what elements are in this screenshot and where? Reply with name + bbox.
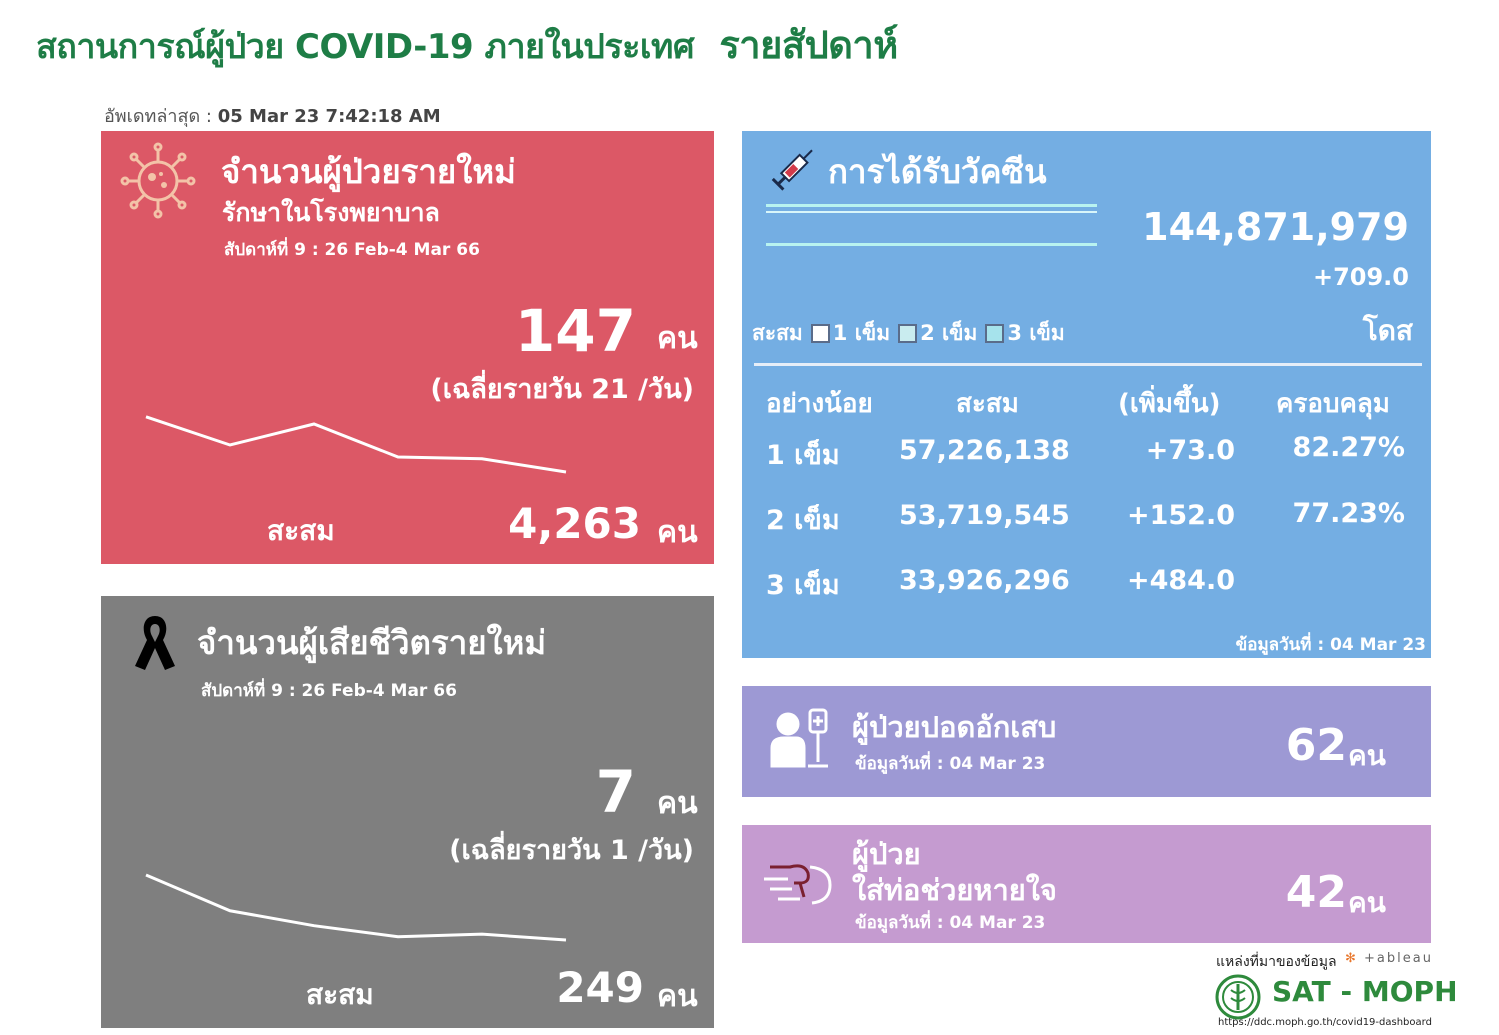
new-cases-cumulative-unit: คน — [657, 515, 698, 550]
legend-label-3-dose: 3 เข็ม — [1007, 321, 1065, 345]
vaccine-divider — [754, 363, 1422, 366]
ventilator-panel[interactable]: ผู้ป่วย ใส่ท่อช่วยหายใจ ข้อมูลวันที่ : 0… — [742, 825, 1431, 943]
patient-iv-icon — [770, 708, 828, 768]
data-source-label: แหล่งที่มาของข้อมูล — [1216, 954, 1337, 970]
vaccine-header-cumulative: สะสม — [956, 389, 1019, 419]
vaccine-row-2-cumulative: 53,719,545 — [899, 500, 1070, 531]
tableau-cross-icon: ✻ — [1345, 951, 1365, 966]
new-deaths-trend-line — [145, 873, 567, 942]
vaccine-row-2-dose: 2 เข็ม — [766, 505, 840, 536]
new-cases-week: สัปดาห์ที่ 9 : 26 Feb-4 Mar 66 — [224, 240, 480, 260]
new-deaths-cumulative-unit: คน — [657, 979, 698, 1014]
pneumonia-title: ผู้ป่วยปอดอักเสบ — [852, 710, 1057, 744]
sat-moph-logo: SAT - MOPH — [1272, 975, 1458, 1008]
tableau-logo: ✻ +ableau — [1345, 951, 1433, 966]
source-url[interactable]: https://ddc.moph.go.th/covid19-dashboard — [1218, 1017, 1432, 1028]
vaccination-panel[interactable]: การได้รับวัคซีน 144,871,979 +709.0 โดส ส… — [742, 131, 1431, 658]
ventilator-value: 42 — [1285, 867, 1347, 918]
vaccine-bar-3-dose — [766, 243, 1097, 246]
new-deaths-trend-polyline — [145, 873, 567, 942]
new-deaths-week: สัปดาห์ที่ 9 : 26 Feb-4 Mar 66 — [201, 681, 457, 701]
new-cases-subtitle: รักษาในโรงพยาบาล — [222, 198, 440, 227]
new-cases-daily-average: (เฉลี่ยรายวัน 21 /วัน) — [430, 374, 694, 405]
vaccine-header-increase: (เพิ่มขึ้น) — [1118, 389, 1221, 419]
page-title: สถานการณ์ผู้ป่วย COVID-19 ภายในประเทศ รา… — [36, 14, 898, 75]
vaccine-bar-2-dose — [766, 211, 1097, 213]
new-deaths-cumulative-label: สะสม — [306, 978, 374, 1011]
legend-swatch-3-dose — [985, 324, 1005, 343]
new-deaths-panel[interactable]: จำนวนผู้เสียชีวิตรายใหม่ สัปดาห์ที่ 9 : … — [101, 596, 714, 1028]
pneumonia-panel[interactable]: ผู้ป่วยปอดอักเสบ ข้อมูลวันที่ : 04 Mar 2… — [742, 686, 1431, 797]
vaccine-row-2-increase: +152.0 — [1126, 500, 1235, 531]
vaccine-row-3-dose: 3 เข็ม — [766, 570, 840, 601]
vaccine-total-value: 144,871,979 — [1142, 205, 1409, 249]
vaccine-header-dose: อย่างน้อย — [766, 389, 873, 419]
vaccine-row-1-cumulative: 57,226,138 — [899, 435, 1070, 466]
legend-label-2-dose: 2 เข็ม — [920, 321, 978, 345]
new-deaths-unit: คน — [657, 786, 698, 821]
vaccine-header-coverage: ครอบคลุม — [1276, 389, 1390, 419]
ventilator-unit: คน — [1348, 886, 1386, 919]
new-cases-value: 147 — [514, 297, 636, 365]
page-title-main: สถานการณ์ผู้ป่วย COVID-19 ภายในประเทศ — [36, 27, 695, 67]
last-updated: อัพเดทล่าสุด : 05 Mar 23 7:42:18 AM — [104, 101, 441, 130]
legend-label-1-dose: 1 เข็ม — [832, 321, 891, 345]
vaccination-title: การได้รับวัคซีน — [828, 152, 1047, 191]
ventilator-icon — [764, 864, 832, 905]
vaccine-row-1-increase: +73.0 — [1145, 435, 1235, 466]
legend-swatch-2-dose — [898, 324, 918, 343]
vaccine-row-1-dose: 1 เข็ม — [766, 440, 840, 471]
vaccine-data-date: ข้อมูลวันที่ : 04 Mar 23 — [1235, 635, 1426, 655]
page-title-highlight: รายสัปดาห์ — [719, 23, 898, 67]
moph-seal-icon — [1215, 974, 1261, 1020]
new-deaths-daily-average: (เฉลี่ยรายวัน 1 /วัน) — [449, 835, 694, 866]
new-cases-unit: คน — [657, 321, 698, 356]
syringe-icon — [771, 149, 813, 191]
vaccine-legend-label: สะสม — [752, 321, 803, 345]
pneumonia-unit: คน — [1348, 739, 1386, 772]
new-cases-panel[interactable]: จำนวนผู้ป่วยรายใหม่ รักษาในโรงพยาบาล สัป… — [101, 131, 714, 564]
black-ribbon-icon — [135, 616, 175, 670]
ventilator-title-line1: ผู้ป่วย — [852, 837, 921, 871]
pneumonia-value: 62 — [1285, 720, 1347, 771]
new-deaths-cumulative-value: 249 — [556, 963, 644, 1012]
last-updated-value: 05 Mar 23 7:42:18 AM — [217, 106, 441, 127]
new-deaths-title: จำนวนผู้เสียชีวิตรายใหม่ — [197, 623, 547, 662]
new-cases-trend-polyline — [145, 415, 567, 474]
vaccine-row-3-increase: +484.0 — [1126, 565, 1235, 596]
vaccine-row-1-coverage: 82.27% — [1292, 432, 1405, 463]
new-cases-cumulative-label: สะสม — [267, 514, 335, 547]
new-cases-cumulative-value: 4,263 — [508, 499, 641, 548]
vaccine-dose-unit: โดส — [1362, 314, 1413, 347]
vaccine-legend: สะสม 1 เข็ม 2 เข็ม 3 เข็ม — [752, 317, 1065, 350]
new-cases-trend-line — [145, 415, 567, 474]
last-updated-label: อัพเดทล่าสุด : — [104, 106, 212, 127]
ventilator-title-line2: ใส่ท่อช่วยหายใจ — [852, 873, 1057, 907]
ventilator-data-date: ข้อมูลวันที่ : 04 Mar 23 — [855, 913, 1046, 933]
vaccine-bar-1-dose — [766, 204, 1097, 207]
new-cases-title: จำนวนผู้ป่วยรายใหม่ — [221, 152, 516, 191]
vaccine-total-delta: +709.0 — [1312, 263, 1409, 291]
pneumonia-data-date: ข้อมูลวันที่ : 04 Mar 23 — [855, 754, 1046, 774]
vaccine-row-2-coverage: 77.23% — [1292, 498, 1405, 529]
tableau-logo-text: +ableau — [1364, 951, 1433, 966]
vaccine-row-3-cumulative: 33,926,296 — [899, 565, 1070, 596]
new-deaths-value: 7 — [595, 758, 636, 826]
legend-swatch-1-dose — [810, 324, 830, 343]
virus-icon — [120, 142, 196, 219]
